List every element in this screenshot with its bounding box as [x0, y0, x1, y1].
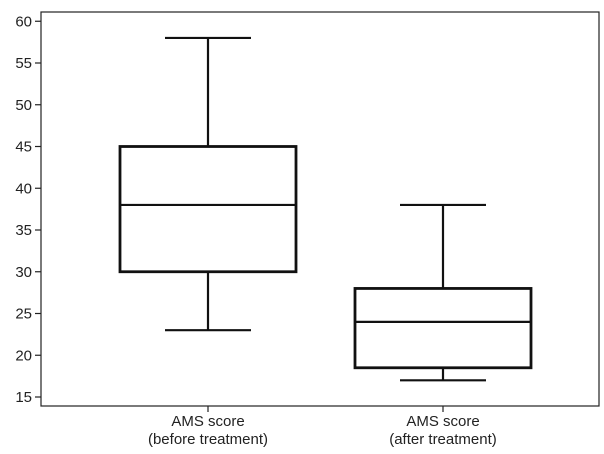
y-tick-label: 55 [15, 55, 32, 72]
x-category-label-line2: (before treatment) [148, 431, 268, 448]
y-tick-label: 15 [15, 389, 32, 406]
x-category-label-line1: AMS score [406, 413, 479, 430]
x-category-label-line1: AMS score [171, 413, 244, 430]
box-group [353, 203, 533, 382]
y-tick-label: 45 [15, 139, 32, 156]
y-tick-label: 40 [15, 180, 32, 197]
iqr-box [353, 287, 533, 370]
y-tick-label: 35 [15, 222, 32, 239]
y-tick-label: 30 [15, 264, 32, 281]
x-category-label-line2: (after treatment) [389, 431, 497, 448]
plot-frame [40, 11, 600, 407]
box-series [118, 36, 533, 382]
y-tick-label: 25 [15, 306, 32, 323]
x-axis: AMS score(before treatment)AMS score(aft… [148, 406, 497, 448]
box-group [118, 36, 298, 332]
y-tick-label: 50 [15, 97, 32, 114]
y-axis: 15 20 25 30 35 40 45 50 55 60 [15, 13, 41, 406]
iqr-box [118, 145, 298, 274]
y-tick-label: 60 [15, 13, 32, 30]
y-tick-label: 20 [15, 347, 32, 364]
